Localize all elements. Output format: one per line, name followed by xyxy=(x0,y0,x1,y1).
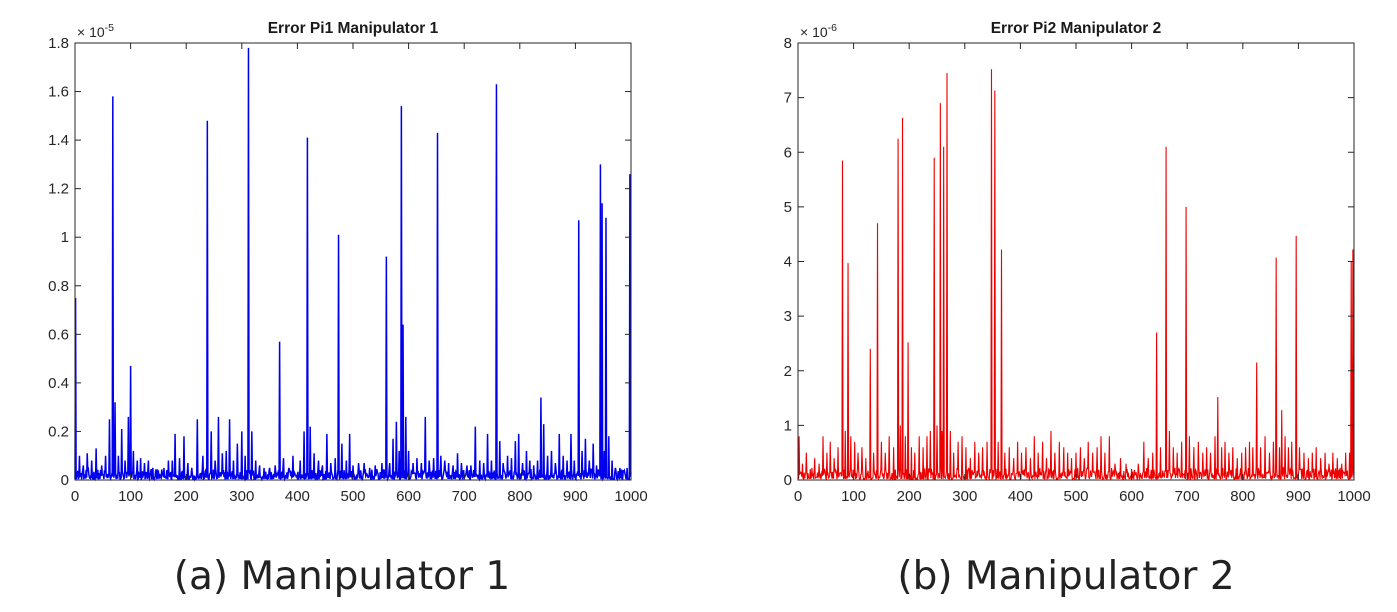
chart1-ytick-label: 0.4 xyxy=(48,375,69,392)
chart2-xtick-label: 900 xyxy=(1286,488,1311,505)
chart2-ytick-label: 5 xyxy=(784,199,792,216)
chart2-xtick-label: 100 xyxy=(841,488,866,505)
chart1-xtick-label: 100 xyxy=(118,488,143,505)
chart1-xtick-label: 500 xyxy=(340,488,365,505)
chart1-ytick-label: 1.4 xyxy=(48,132,69,149)
chart2-xtick-label: 300 xyxy=(952,488,977,505)
chart1-ytick-label: 0.6 xyxy=(48,326,69,343)
chart2-y-multiplier: × 10-6 xyxy=(800,22,837,40)
chart1-xtick-label: 200 xyxy=(174,488,199,505)
chart2-ytick-label: 2 xyxy=(784,363,792,380)
chart2-ytick-label: 7 xyxy=(784,90,792,107)
chart1-y-multiplier: × 10-5 xyxy=(77,22,114,40)
chart1-ytick-label: 1.2 xyxy=(48,181,69,198)
chart1-series-line xyxy=(74,47,632,483)
chart1-y-multiplier-exponent: -5 xyxy=(105,22,114,34)
chart2-xtick-label: 500 xyxy=(1063,488,1088,505)
chart2-xtick-label: 800 xyxy=(1230,488,1255,505)
chart1-xtick-label: 700 xyxy=(452,488,477,505)
caption-a: (a) Manipulator 1 xyxy=(173,554,511,599)
chart2-ytick-label: 8 xyxy=(784,35,792,52)
chart2-ytick-label: 6 xyxy=(784,144,792,161)
chart1-ytick-label: 0 xyxy=(61,472,69,489)
chart2-series-line xyxy=(797,69,1355,482)
chart2-xtick-label: 600 xyxy=(1119,488,1144,505)
chart2-y-multiplier-exponent: -6 xyxy=(828,22,837,34)
chart2-y-multiplier-base: × 10 xyxy=(800,24,828,40)
chart-panel-b: 0 100 200 300 400 500 600 700 800 900 1000 0 1 2 3 4 5 6 7… xyxy=(784,20,1371,505)
chart1-xtick-label: 900 xyxy=(563,488,588,505)
chart2-xtick-label: 400 xyxy=(1008,488,1033,505)
chart1-xtick-label: 1000 xyxy=(614,488,647,505)
chart2-xtick-label: 200 xyxy=(897,488,922,505)
chart1-ytick-label: 0.2 xyxy=(48,423,69,440)
chart1-plot-area xyxy=(74,42,632,481)
caption-b: (b) Manipulator 2 xyxy=(897,554,1235,599)
chart2-ytick-label: 1 xyxy=(784,417,792,434)
chart1-y-multiplier-base: × 10 xyxy=(77,24,105,40)
chart1-ytick-label: 1 xyxy=(61,229,69,246)
chart2-ytick-label: 3 xyxy=(784,308,792,325)
chart1-ytick-label: 1.8 xyxy=(48,35,69,52)
chart2-xtick-label: 0 xyxy=(794,488,802,505)
chart2-title: Error Pi2 Manipulator 2 xyxy=(991,20,1162,37)
chart2-ytick-label: 0 xyxy=(784,472,792,489)
chart1-title: Error Pi1 Manipulator 1 xyxy=(268,20,439,37)
chart-panel-a: 0 100 200 300 400 500 600 700 800 900 1000 0 0.2 0.4 0… xyxy=(48,20,648,505)
chart2-plot-area xyxy=(797,42,1355,481)
chart1-xtick-label: 300 xyxy=(229,488,254,505)
chart1-ytick-label: 1.6 xyxy=(48,84,69,101)
chart1-ytick-label: 0.8 xyxy=(48,278,69,295)
chart2-ytick-label: 4 xyxy=(784,254,792,271)
chart2-xtick-label: 1000 xyxy=(1337,488,1370,505)
chart1-xtick-label: 800 xyxy=(507,488,532,505)
chart1-xtick-label: 0 xyxy=(71,488,79,505)
chart2-xtick-label: 700 xyxy=(1175,488,1200,505)
chart1-xtick-label: 600 xyxy=(396,488,421,505)
chart1-xtick-label: 400 xyxy=(285,488,310,505)
